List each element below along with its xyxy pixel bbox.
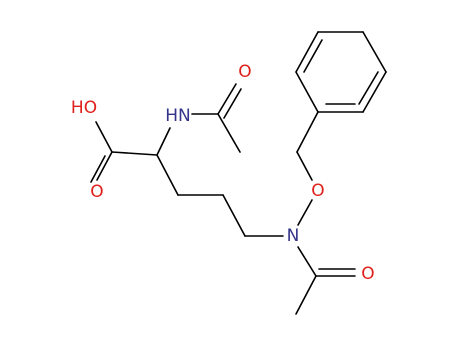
bonds bbox=[90, 31, 387, 315]
atom-label: O bbox=[311, 181, 324, 201]
atom-label: N bbox=[287, 226, 300, 246]
atom-label: HO bbox=[71, 98, 97, 118]
atom-label: O bbox=[238, 62, 251, 82]
atom-label: HN bbox=[165, 106, 191, 126]
atom-label: O bbox=[90, 182, 103, 202]
atom-label: O bbox=[361, 264, 374, 284]
